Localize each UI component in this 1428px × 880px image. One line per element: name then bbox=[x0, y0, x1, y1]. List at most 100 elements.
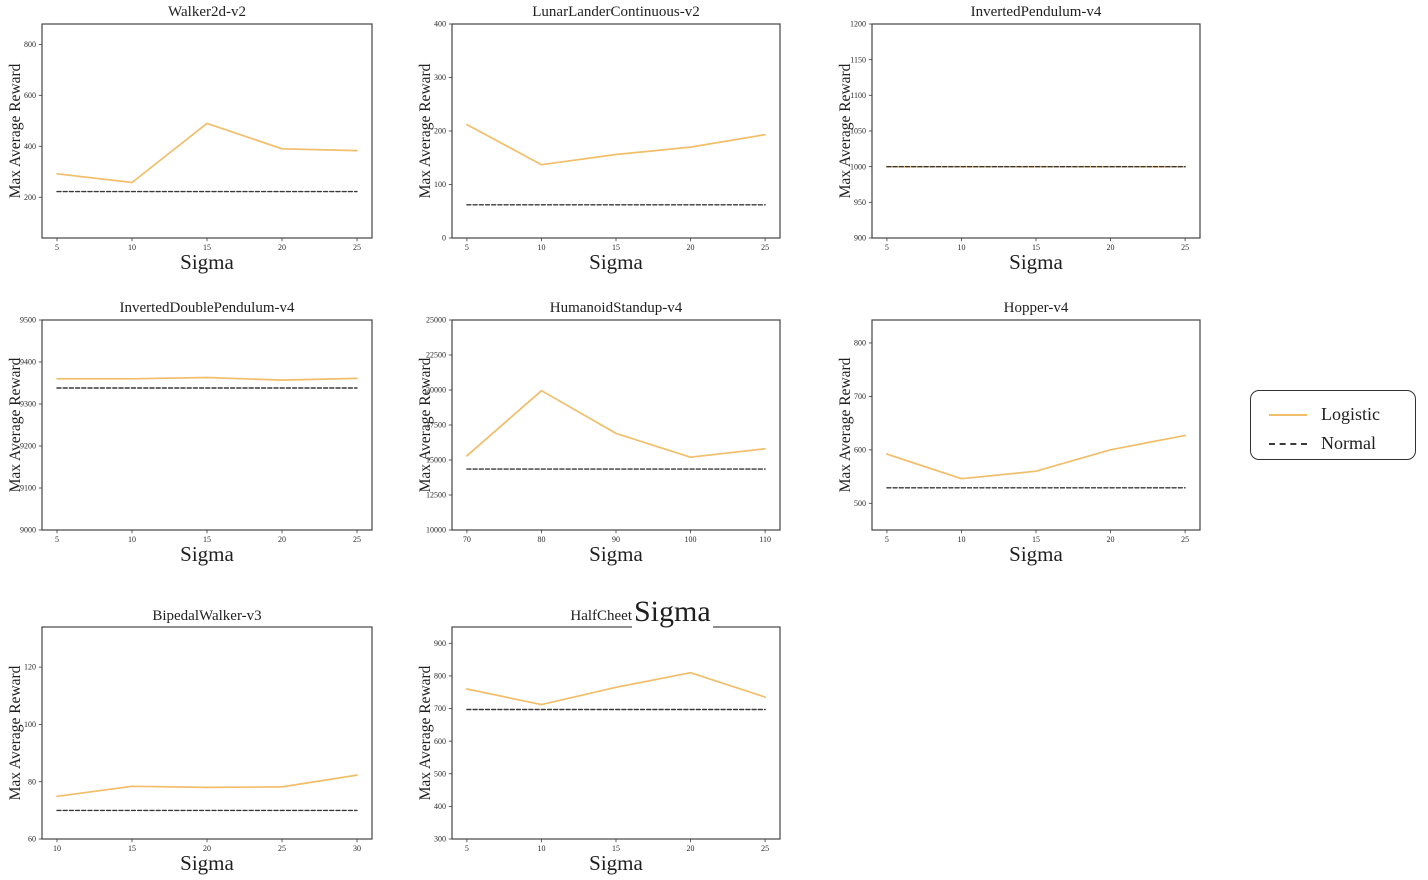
y-tick-label: 120 bbox=[24, 663, 36, 672]
series-line-logistic bbox=[466, 123, 766, 166]
y-tick-label: 300 bbox=[434, 835, 446, 844]
x-tick-label: 10 bbox=[537, 243, 545, 252]
x-tick-label: 15 bbox=[128, 844, 136, 853]
x-tick-label: 10 bbox=[53, 844, 61, 853]
x-tick-label: 110 bbox=[759, 535, 771, 544]
legend-item-logistic: Logistic bbox=[1269, 400, 1415, 429]
x-tick-label: 5 bbox=[465, 243, 469, 252]
y-tick-label: 15000 bbox=[426, 456, 446, 465]
x-axis-label: Sigma bbox=[180, 250, 234, 274]
y-tick-label: 1000 bbox=[850, 162, 866, 171]
plot-border bbox=[451, 626, 781, 840]
chart-inverteddoublependulum: InvertedDoublePendulum-v4 Max Average Re… bbox=[6, 296, 388, 572]
legend-label: Logistic bbox=[1321, 404, 1380, 424]
y-tick-label: 700 bbox=[434, 704, 446, 713]
y-tick-label: 9300 bbox=[20, 400, 36, 409]
x-tick-label: 15 bbox=[1032, 535, 1040, 544]
y-tick-label: 9500 bbox=[20, 316, 36, 325]
x-tick-label: 15 bbox=[203, 243, 211, 252]
logistic-line-sample bbox=[1269, 413, 1307, 416]
plot-area: 5 10 15 20 25 900 950 1000 1050 1100 1150 1200 bbox=[850, 20, 1201, 252]
x-tick-label: 100 bbox=[685, 535, 697, 544]
x-tick-label: 20 bbox=[1107, 243, 1115, 252]
y-tick-label: 800 bbox=[854, 339, 866, 348]
y-tick-label: 1150 bbox=[850, 55, 866, 64]
chart-humanoidstandup: HumanoidStandup-v4 Max Average Reward 70… bbox=[416, 296, 796, 572]
chart-halfcheetah: HalfCheet Sigma Max Average Reward 5 10 15… bbox=[416, 595, 796, 880]
series-line-logistic bbox=[56, 774, 358, 798]
y-tick-label: 400 bbox=[434, 20, 446, 29]
chart-lunarlander: LunarLanderContinuous-v2 Max Average Rew… bbox=[416, 0, 796, 280]
y-tick-label: 10000 bbox=[426, 526, 446, 535]
series-line-logistic bbox=[466, 389, 766, 459]
x-tick-label: 80 bbox=[537, 535, 545, 544]
y-tick-label: 80 bbox=[28, 777, 36, 786]
y-tick-label: 1200 bbox=[850, 20, 866, 29]
x-tick-label: 10 bbox=[537, 844, 545, 853]
x-tick-label: 30 bbox=[353, 844, 361, 853]
x-tick-label: 10 bbox=[957, 243, 965, 252]
y-tick-label: 500 bbox=[434, 769, 446, 778]
plot-border bbox=[41, 319, 373, 531]
x-axis-label: Sigma bbox=[180, 542, 234, 566]
y-tick-label: 100 bbox=[434, 180, 446, 189]
chart-title: Walker2d-v2 bbox=[168, 4, 246, 20]
x-axis-label: Sigma bbox=[589, 851, 643, 875]
chart-title: BipedalWalker-v3 bbox=[152, 608, 262, 624]
y-tick-label: 600 bbox=[854, 445, 866, 454]
x-tick-label: 10 bbox=[128, 535, 136, 544]
y-tick-label: 1050 bbox=[850, 127, 866, 136]
x-tick-label: 20 bbox=[1107, 535, 1115, 544]
series-line-logistic bbox=[466, 671, 766, 706]
chart-walker2d: Walker2d-v2 Max Average Reward 5 10 15 20 25… bbox=[6, 0, 388, 280]
x-tick-label: 10 bbox=[128, 243, 136, 252]
x-tick-label: 25 bbox=[278, 844, 286, 853]
y-tick-label: 800 bbox=[434, 672, 446, 681]
plot-area: 5 10 15 20 25 200 400 600 800 bbox=[24, 23, 373, 252]
chart-title: InvertedDoublePendulum-v4 bbox=[119, 300, 295, 316]
x-axis-label: Sigma bbox=[589, 250, 643, 274]
x-tick-label: 90 bbox=[612, 535, 620, 544]
y-tick-label: 800 bbox=[24, 40, 36, 49]
plot-area: 70 80 90 100 110 10000 12500 15000 17500 20000 225… bbox=[426, 316, 781, 544]
chart-title: LunarLanderContinuous-v2 bbox=[532, 4, 700, 20]
plot-area: 5 10 15 20 25 300 400 500 600 700 800 900 bbox=[434, 626, 781, 853]
x-tick-label: 25 bbox=[1181, 243, 1189, 252]
chart-title: Hopper-v4 bbox=[1003, 300, 1069, 316]
y-tick-label: 9400 bbox=[20, 358, 36, 367]
y-tick-label: 100 bbox=[24, 720, 36, 729]
x-tick-label: 5 bbox=[885, 535, 889, 544]
y-tick-label: 9000 bbox=[20, 526, 36, 535]
y-tick-label: 400 bbox=[434, 802, 446, 811]
plot-border bbox=[41, 23, 373, 239]
x-tick-label: 20 bbox=[203, 844, 211, 853]
y-tick-label: 12500 bbox=[426, 491, 446, 500]
x-axis-label: Sigma bbox=[1009, 542, 1063, 566]
y-tick-label: 400 bbox=[24, 142, 36, 151]
sigma-overlay-label: Sigma bbox=[632, 595, 713, 629]
plot-border bbox=[871, 23, 1201, 239]
y-tick-label: 300 bbox=[434, 73, 446, 82]
series-line-logistic bbox=[56, 376, 358, 381]
x-tick-label: 15 bbox=[1032, 243, 1040, 252]
y-tick-label: 600 bbox=[434, 737, 446, 746]
x-tick-label: 25 bbox=[761, 243, 769, 252]
legend: Logistic Normal bbox=[1250, 390, 1416, 460]
x-tick-label: 20 bbox=[687, 844, 695, 853]
y-tick-label: 25000 bbox=[426, 316, 446, 325]
x-tick-label: 5 bbox=[465, 844, 469, 853]
x-tick-label: 25 bbox=[353, 535, 361, 544]
x-tick-label: 15 bbox=[612, 844, 620, 853]
legend-label: Normal bbox=[1321, 433, 1376, 453]
y-tick-label: 200 bbox=[434, 127, 446, 136]
plot-area: 5 10 15 20 25 0 100 200 300 400 bbox=[434, 20, 781, 252]
legend-item-normal: Normal bbox=[1269, 429, 1415, 458]
x-tick-label: 20 bbox=[687, 243, 695, 252]
x-tick-label: 5 bbox=[885, 243, 889, 252]
x-tick-label: 15 bbox=[612, 243, 620, 252]
plot-area: 5 10 15 20 25 9000 9100 9200 9300 9400 9500 bbox=[20, 316, 373, 544]
y-tick-label: 9200 bbox=[20, 442, 36, 451]
plot-border bbox=[451, 23, 781, 239]
x-axis-label: Sigma bbox=[1009, 250, 1063, 274]
